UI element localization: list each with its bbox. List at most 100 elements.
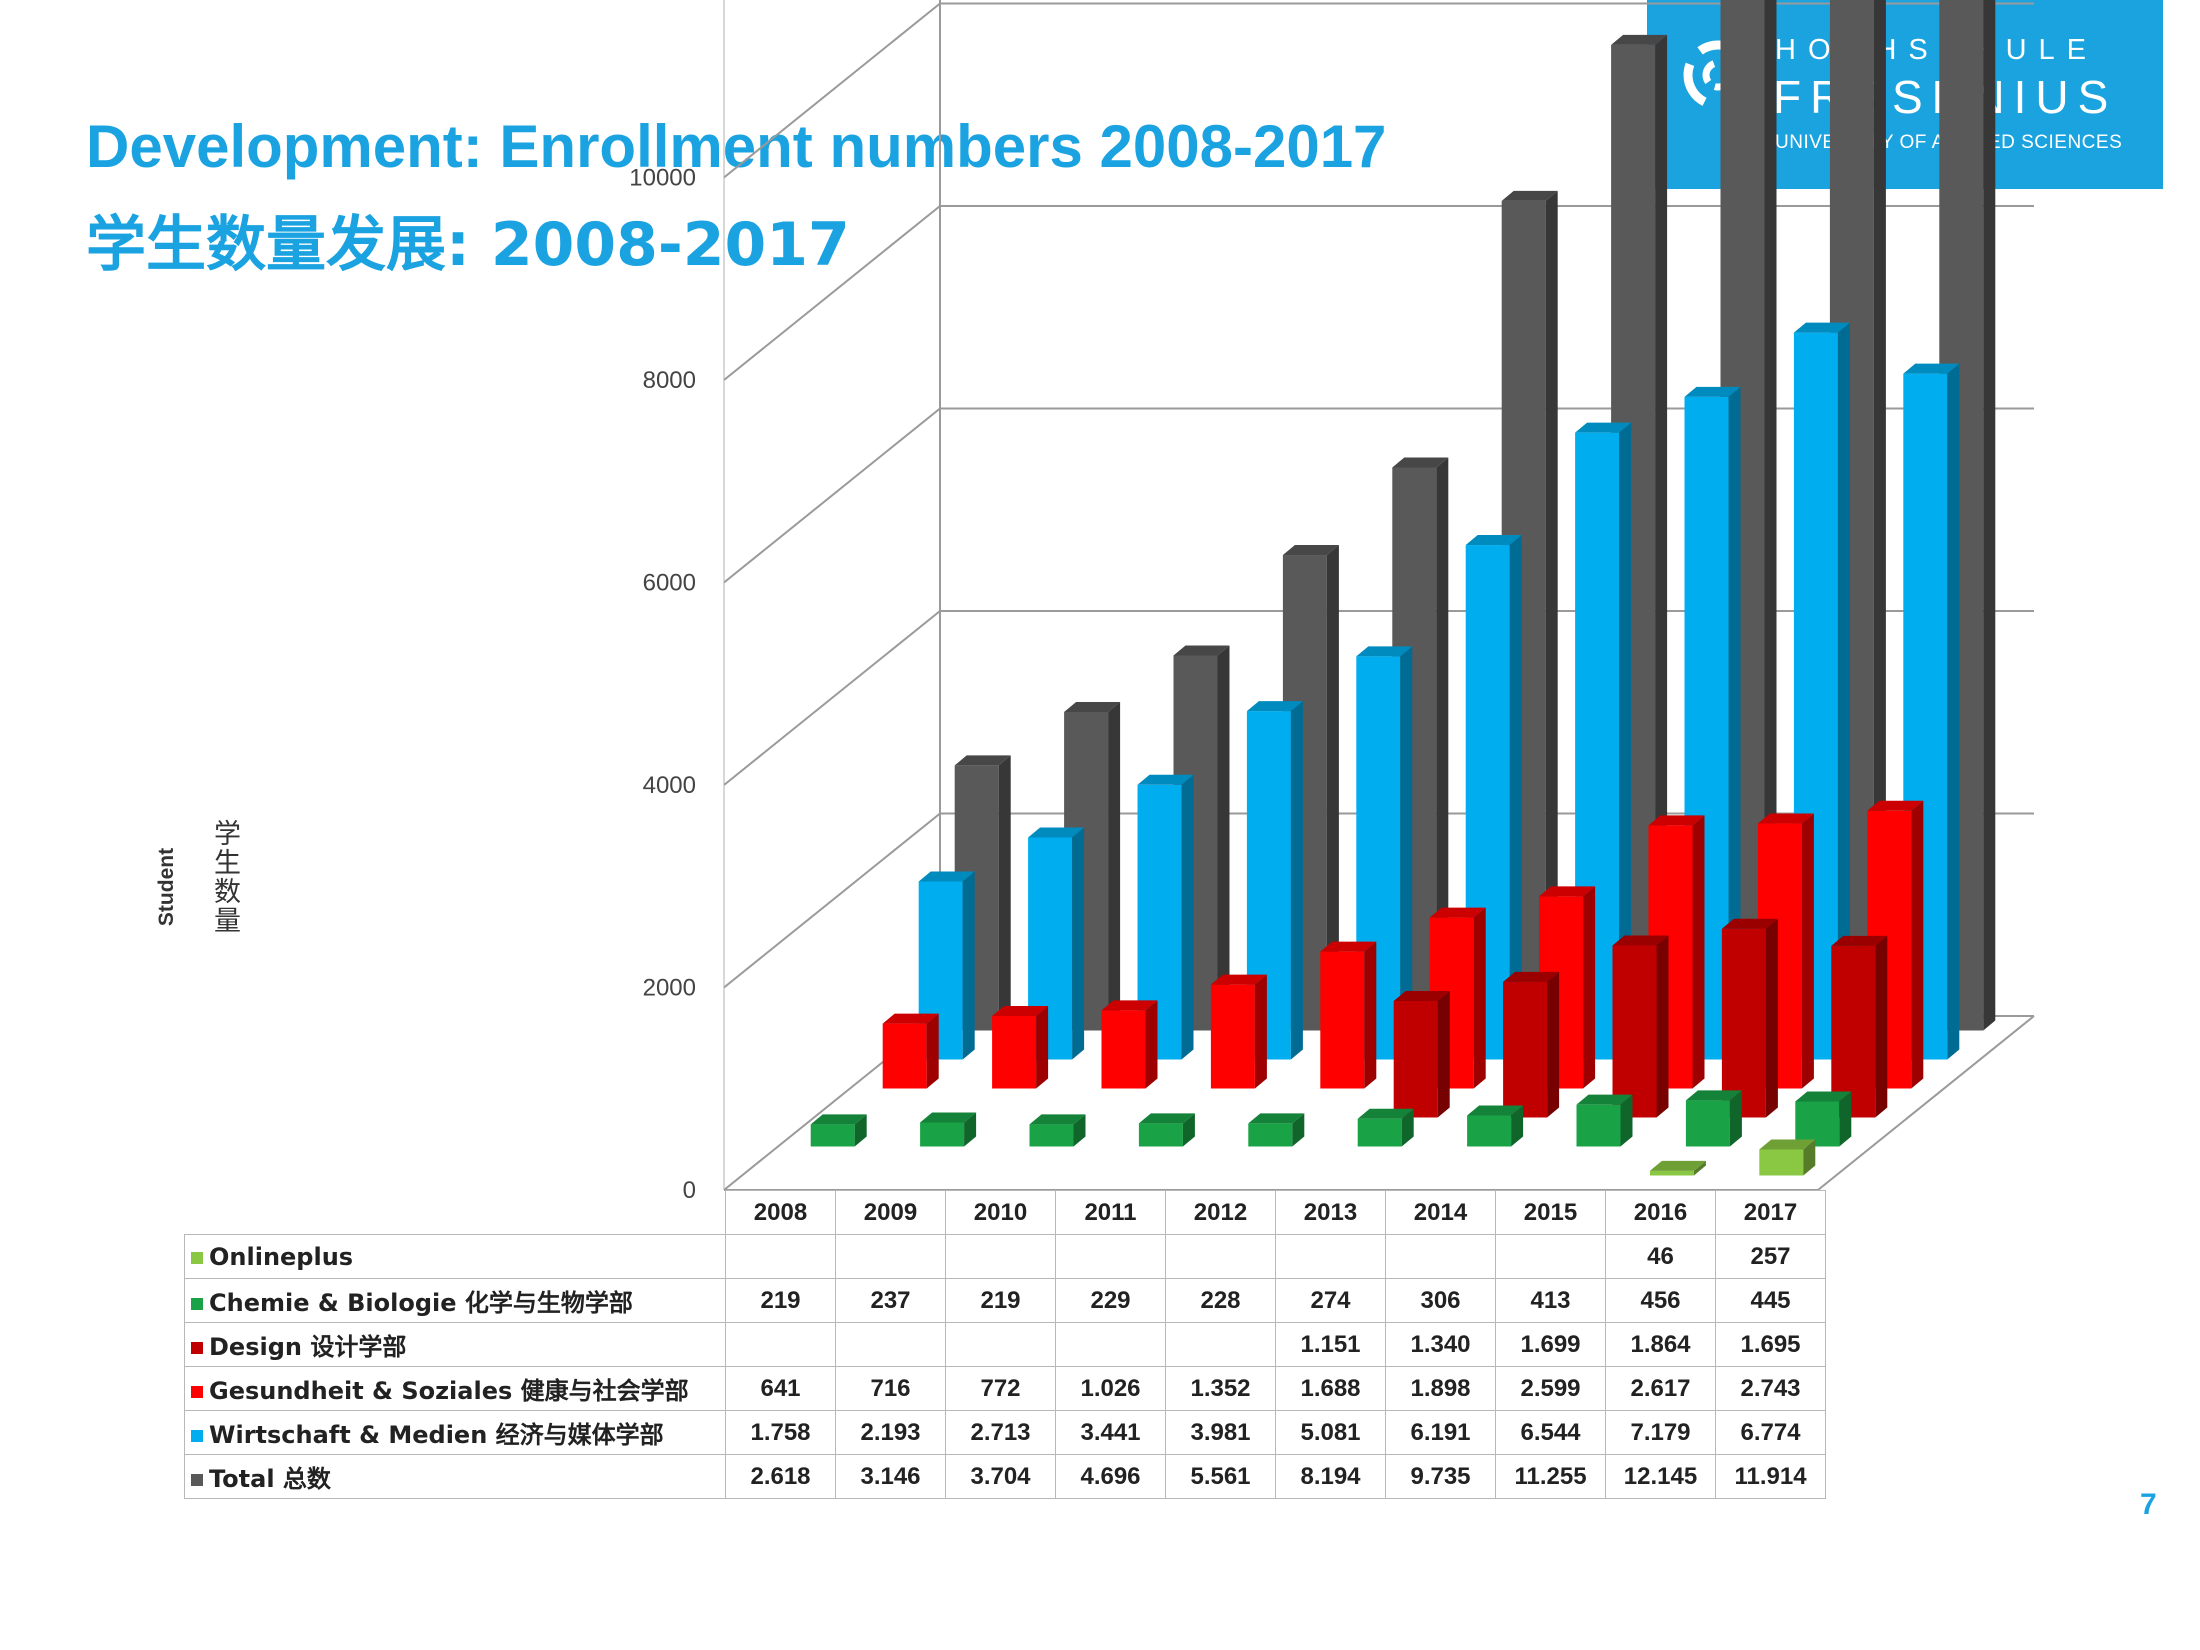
data-label	[945, 1234, 1056, 1279]
table-row: Total 总数 2.618 3.146 3.704 4.696 5.561 8.194 9.…	[184, 1454, 1826, 1499]
gridline-side	[723, 205, 941, 381]
legend-swatch	[191, 1298, 203, 1310]
data-label	[1275, 1234, 1386, 1279]
data-label: 12.145	[1605, 1454, 1716, 1499]
x-tick-label: 2010	[945, 1190, 1056, 1235]
data-label: 6.191	[1385, 1410, 1496, 1455]
table-row: Onlineplus 46 257	[184, 1234, 1826, 1279]
data-label: 6.544	[1495, 1410, 1606, 1455]
x-tick-label: 2017	[1715, 1190, 1826, 1235]
bar-3-2009	[992, 1006, 1049, 1089]
data-label: 1.352	[1165, 1366, 1276, 1411]
data-label: 2.743	[1715, 1366, 1826, 1411]
x-tick-label: 2009	[835, 1190, 946, 1235]
data-label: 219	[725, 1278, 836, 1323]
gridline-side	[723, 610, 941, 786]
data-label	[835, 1234, 946, 1279]
data-label: 257	[1715, 1234, 1826, 1279]
data-label	[725, 1234, 836, 1279]
data-label: 1.151	[1275, 1322, 1386, 1367]
data-label: 7.179	[1605, 1410, 1716, 1455]
x-tick-label: 2013	[1275, 1190, 1386, 1235]
data-label: 8.194	[1275, 1454, 1386, 1499]
legend-swatch	[191, 1386, 203, 1398]
bar-1-2009	[920, 1112, 977, 1147]
data-label	[835, 1322, 946, 1367]
legend-label: Total 总数	[209, 1465, 331, 1493]
x-tick-label: 2014	[1385, 1190, 1496, 1235]
gridline-side	[723, 2, 941, 179]
y-axis-label: Student 学生数量	[155, 819, 256, 960]
bar-2-2015	[1612, 935, 1669, 1118]
data-label: 445	[1715, 1278, 1826, 1323]
data-label: 3.146	[835, 1454, 946, 1499]
bar-3-2008	[882, 1013, 939, 1089]
bar-1-2017	[1795, 1091, 1852, 1147]
data-label: 3.704	[945, 1454, 1056, 1499]
data-label: 1.695	[1715, 1322, 1826, 1367]
data-label	[1385, 1234, 1496, 1279]
bar-4-2014	[1575, 422, 1632, 1060]
bar-1-2016	[1685, 1090, 1742, 1147]
data-label	[1055, 1234, 1166, 1279]
x-tick-label: 2012	[1165, 1190, 1276, 1235]
x-tick-label: 2011	[1055, 1190, 1166, 1235]
data-label: 641	[725, 1366, 836, 1411]
data-label: 237	[835, 1278, 946, 1323]
bar-4-2009	[1028, 827, 1085, 1060]
table-row: Design 设计学部 1.151 1.340 1.699 1.864 1.695	[184, 1322, 1826, 1367]
bar-0-2016	[1649, 1160, 1706, 1176]
data-label: 772	[945, 1366, 1056, 1411]
data-label: 716	[835, 1366, 946, 1411]
bar-2-2014	[1503, 971, 1560, 1118]
bar-2-2017	[1831, 935, 1888, 1118]
data-label: 1.758	[725, 1410, 836, 1455]
data-label	[945, 1322, 1056, 1367]
data-label: 3.441	[1055, 1410, 1166, 1455]
bar-1-2011	[1138, 1113, 1195, 1147]
bar-3-2010	[1101, 1000, 1158, 1089]
data-label: 11.255	[1495, 1454, 1606, 1499]
data-label: 3.981	[1165, 1410, 1276, 1455]
data-label: 5.561	[1165, 1454, 1276, 1499]
legend-swatch	[191, 1342, 203, 1354]
legend-entry: Chemie & Biologie 化学与生物学部	[184, 1278, 726, 1323]
data-label	[725, 1322, 836, 1367]
x-tick-label: 2015	[1495, 1190, 1606, 1235]
data-label: 229	[1055, 1278, 1166, 1323]
x-tick-label: 2008	[725, 1190, 836, 1235]
data-label: 46	[1605, 1234, 1716, 1279]
legend-label: Wirtschaft & Medien 经济与媒体学部	[209, 1421, 664, 1449]
bar-4-2010	[1137, 774, 1194, 1060]
data-label	[1165, 1234, 1276, 1279]
bar-1-2008	[810, 1114, 867, 1147]
data-label: 2.193	[835, 1410, 946, 1455]
legend-label: Onlineplus	[209, 1242, 354, 1271]
data-label: 1.898	[1385, 1366, 1496, 1411]
data-label: 4.696	[1055, 1454, 1166, 1499]
bar-1-2014	[1467, 1105, 1524, 1147]
data-label: 1.688	[1275, 1366, 1386, 1411]
gridline-side	[723, 812, 941, 989]
data-label: 1.699	[1495, 1322, 1606, 1367]
bar-1-2015	[1576, 1094, 1633, 1147]
bar-2-2016	[1721, 918, 1778, 1118]
x-tick-label: 2016	[1605, 1190, 1716, 1235]
bar-0-2017	[1759, 1139, 1816, 1176]
y-tick-label: 4000	[643, 772, 696, 799]
data-label: 6.774	[1715, 1410, 1826, 1455]
data-label: 2.617	[1605, 1366, 1716, 1411]
data-label: 228	[1165, 1278, 1276, 1323]
table-header-row: 2008 2009 2010 2011 2012 2013 2014 2015 2016 2017	[184, 1190, 1826, 1235]
bar-1-2010	[1029, 1114, 1086, 1147]
data-label: 5.081	[1275, 1410, 1386, 1455]
page-number: 7	[2140, 1488, 2157, 1521]
bar-4-2011	[1246, 701, 1303, 1060]
bar-3-2011	[1210, 974, 1267, 1089]
legend-entry: Gesundheit & Soziales 健康与社会学部	[184, 1366, 726, 1411]
y-axis-label-zh: 学生数量	[214, 819, 241, 937]
gridline-side	[723, 407, 941, 584]
legend-entry: Wirtschaft & Medien 经济与媒体学部	[184, 1410, 726, 1455]
chart-data-table: 2008 2009 2010 2011 2012 2013 2014 2015 2016 2017…	[184, 1190, 1826, 1499]
legend-label: Chemie & Biologie 化学与生物学部	[209, 1289, 633, 1317]
